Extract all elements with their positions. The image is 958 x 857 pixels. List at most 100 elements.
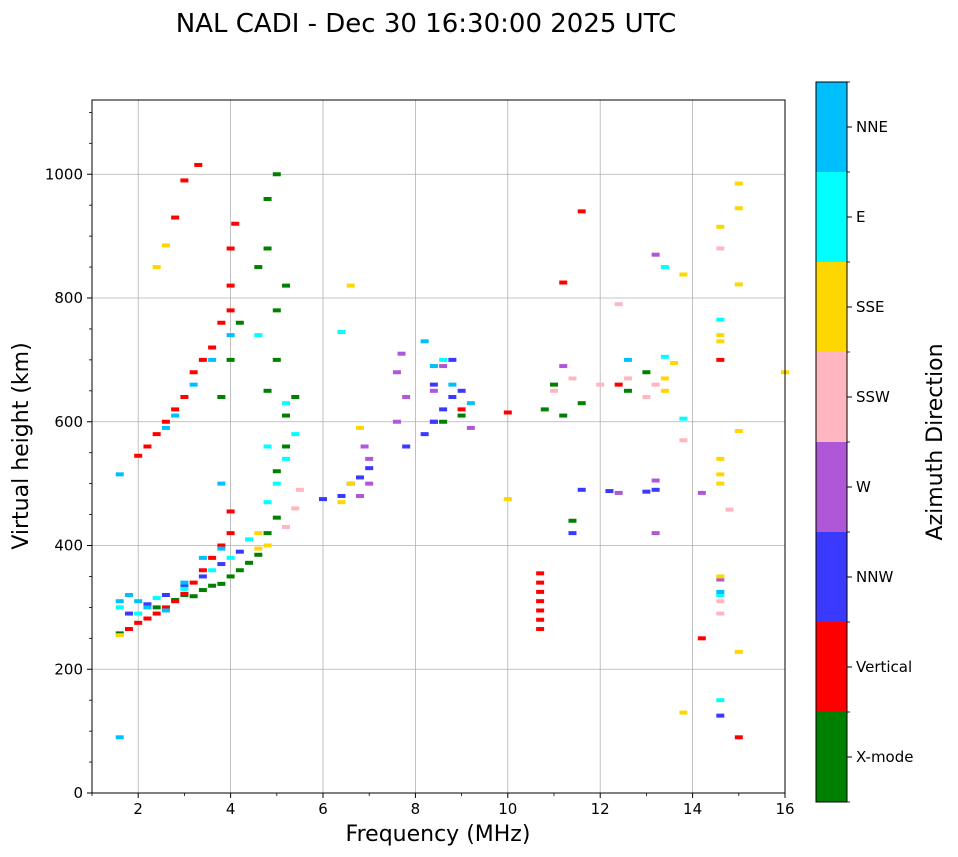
data-point-x-mode [272,172,281,177]
data-point-e [263,500,272,505]
data-point-ssw [614,302,623,307]
data-point-x-mode [559,413,568,418]
data-point-vertical [161,605,170,610]
data-point-ssw [642,395,651,399]
data-point-sse [254,546,263,551]
data-point-sse [679,272,688,277]
data-point-vertical [697,636,706,641]
data-point-x-mode [550,382,558,387]
colorbar-segment [816,172,847,262]
data-point-x-mode [245,560,254,565]
data-point-vertical [226,531,235,536]
data-point-x-mode [254,265,263,270]
data-point-nnw [198,574,207,579]
data-point-nne [115,599,124,604]
data-point-vertical [124,627,133,632]
colorbar-segment [816,82,847,172]
data-point-x-mode [263,246,272,251]
data-point-vertical [208,345,217,350]
data-point-w [466,425,475,430]
data-point-nne [226,333,235,338]
data-point-ssw [651,382,660,387]
data-point-w [697,490,706,495]
x-tick-label: 16 [775,800,794,818]
data-point-e [263,444,272,449]
data-point-w [365,481,374,486]
data-point-nne [134,599,143,604]
data-point-sse [734,181,743,186]
data-point-x-mode [189,594,198,599]
colorbar-segment [816,712,847,802]
data-point-vertical [536,627,545,632]
data-point-e [337,330,346,335]
data-point-w [429,388,438,393]
data-point-sse [716,333,725,338]
data-point-w [397,351,406,356]
data-point-sse [716,339,725,344]
data-point-vertical [536,580,545,585]
x-tick-label: 2 [133,800,143,818]
data-point-nne [217,546,226,551]
data-point-nnw [457,388,466,393]
data-point-sse [152,265,161,270]
data-point-sse [734,649,743,654]
data-point-vertical [503,410,512,415]
data-point-e [208,568,217,573]
colorbar-label: Azimuth Direction [923,343,948,540]
data-point-nne [420,339,429,344]
data-point-nne [623,357,632,362]
data-point-w [360,444,369,449]
data-point-x-mode [226,357,235,362]
colorbar-segment [816,442,847,532]
colorbar-segment [816,352,847,442]
data-point-sse [670,360,679,365]
data-point-ssw [716,611,725,616]
data-point-vertical [180,178,189,183]
data-point-vertical [143,616,152,621]
data-point-vertical [536,571,545,576]
data-point-e [660,354,669,359]
data-point-vertical [171,215,180,220]
y-tick-label: 800 [54,289,83,307]
data-point-vertical [134,453,143,458]
data-point-x-mode [208,583,217,588]
data-point-vertical [457,407,466,412]
data-point-w [402,395,411,399]
data-point-ssw [291,506,300,511]
data-point-nnw [448,357,457,362]
data-point-e [272,481,281,486]
data-point-nne [198,555,207,560]
plot-area: 2 4 6 8 10 12 14 16 0 200 400 600 800 1000 [45,99,795,818]
data-point-nnw [577,487,586,492]
data-point-vertical [536,617,545,622]
data-point-ssw [623,376,632,381]
data-point-x-mode [272,357,281,362]
data-point-nnw [448,395,457,399]
data-point-sse [716,456,725,461]
x-tick-label: 12 [591,800,610,818]
data-point-nne [115,472,124,477]
data-point-sse [734,429,743,434]
data-point-sse [337,500,346,505]
data-point-e [134,611,143,616]
data-point-x-mode [217,581,226,586]
data-point-sse [503,497,512,502]
x-axis-label: Frequency (MHz) [346,822,531,847]
data-point-w [651,478,660,483]
data-point-nnw [716,713,725,718]
colorbar-label-item: W [856,478,871,496]
data-point-ssw [725,507,734,512]
data-point-vertical [536,599,545,604]
data-point-nnw [429,382,438,387]
data-point-x-mode [217,395,226,399]
data-point-x-mode [263,197,272,201]
data-point-vertical [734,735,743,740]
data-point-vertical [194,162,203,167]
data-point-x-mode [623,388,632,393]
data-point-sse [716,574,725,579]
data-point-nne [189,382,198,387]
y-tick-label: 600 [54,413,83,431]
data-point-e [660,265,669,270]
data-point-e [716,593,725,597]
data-point-w [365,456,374,461]
